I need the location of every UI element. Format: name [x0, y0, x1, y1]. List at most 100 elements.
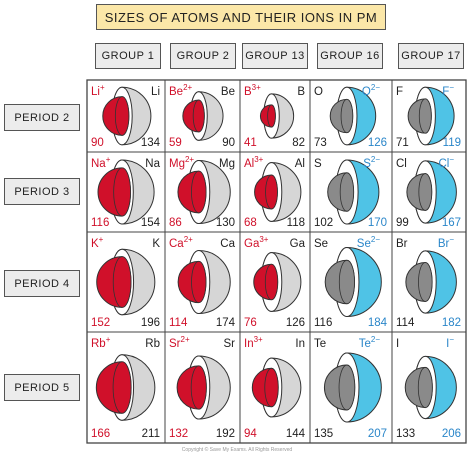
- ion-radius: 114: [169, 317, 188, 329]
- group-header-2: GROUP 2: [170, 43, 236, 69]
- ion-symbol: In3+: [244, 335, 263, 350]
- period-header-2: PERIOD 2: [4, 104, 80, 131]
- inner-sphere-face: [112, 256, 132, 308]
- period-header-4: PERIOD 4: [4, 270, 80, 297]
- inner-sphere-face: [191, 260, 207, 304]
- atom-radius: 130: [216, 217, 235, 229]
- inner-sphere-face: [418, 262, 433, 302]
- ion-radius: 166: [91, 428, 110, 440]
- atom-radius: 90: [222, 137, 235, 149]
- inner-sphere-face: [339, 172, 355, 212]
- ion-radius: 116: [91, 217, 109, 229]
- atom-radius: 144: [286, 428, 306, 440]
- atom-symbol: Li: [151, 86, 160, 98]
- group-header-17: GROUP 17: [398, 43, 464, 69]
- atom-symbol: I: [396, 338, 399, 350]
- ion-radius: 182: [442, 317, 461, 329]
- inner-sphere-face: [265, 174, 278, 210]
- group-header-16: GROUP 16: [317, 43, 383, 69]
- ion-symbol: O2−: [362, 83, 380, 98]
- ion-radius: 76: [244, 317, 257, 329]
- atom-symbol: K: [152, 238, 160, 250]
- ion-radius: 207: [368, 428, 387, 440]
- ion-symbol: K+: [91, 235, 104, 250]
- atom-radius: 99: [396, 217, 409, 229]
- atom-radius: 133: [396, 428, 415, 440]
- inner-sphere-face: [417, 367, 433, 408]
- atom-symbol: O: [314, 86, 323, 98]
- atom-symbol: Se: [314, 238, 328, 250]
- ion-radius: 132: [169, 428, 188, 440]
- atom-symbol: F: [396, 86, 403, 98]
- atom-radius: 116: [314, 317, 332, 329]
- ion-symbol: Al3+: [244, 155, 264, 170]
- atom-symbol: Br: [396, 238, 408, 250]
- ion-radius: 86: [169, 217, 182, 229]
- atom-symbol: Na: [145, 158, 160, 170]
- ion-symbol: Se2−: [357, 235, 381, 250]
- grid-border: [86, 79, 467, 444]
- inner-sphere-face: [113, 167, 131, 217]
- atom-radius: 192: [216, 428, 235, 440]
- ion-symbol: Na+: [91, 155, 111, 170]
- ion-symbol: Te2−: [359, 335, 381, 350]
- ion-radius: 59: [169, 137, 182, 149]
- atom-radius: 82: [292, 137, 305, 149]
- atom-radius: 174: [216, 317, 236, 329]
- inner-sphere-face: [114, 96, 130, 136]
- ion-symbol: F−: [442, 83, 454, 98]
- ion-radius: 206: [442, 428, 461, 440]
- ion-radius: 119: [443, 137, 461, 149]
- inner-sphere-face: [191, 170, 207, 214]
- inner-sphere-face: [340, 98, 354, 134]
- period-header-3: PERIOD 3: [4, 178, 80, 205]
- diagram-title: SIZES OF ATOMS AND THEIR IONS IN PM: [96, 4, 386, 30]
- inner-sphere-face: [264, 263, 279, 301]
- ion-radius: 152: [91, 317, 110, 329]
- atom-radius: 211: [142, 428, 160, 440]
- ion-radius: 167: [442, 217, 461, 229]
- ion-symbol: Mg2+: [169, 155, 194, 170]
- group-header-13: GROUP 13: [242, 43, 308, 69]
- ion-symbol: S2−: [363, 155, 380, 170]
- ion-radius: 90: [91, 137, 104, 149]
- period-header-5: PERIOD 5: [4, 374, 80, 401]
- atom-symbol: Rb: [145, 338, 160, 350]
- atom-symbol: Al: [295, 158, 305, 170]
- inner-sphere-face: [267, 104, 276, 128]
- ion-symbol: Ga3+: [244, 235, 269, 250]
- ion-symbol: B3+: [244, 83, 261, 98]
- inner-sphere-face: [264, 367, 279, 408]
- ion-symbol: Ca2+: [169, 235, 193, 250]
- atom-symbol: Cl: [396, 158, 407, 170]
- atom-symbol: Sr: [224, 338, 236, 350]
- atom-radius: 135: [314, 428, 333, 440]
- atom-symbol: Ga: [290, 238, 306, 250]
- atom-radius: 118: [287, 217, 305, 229]
- ion-radius: 126: [368, 137, 387, 149]
- ion-symbol: I−: [446, 335, 454, 350]
- inner-sphere-face: [190, 365, 207, 410]
- ion-symbol: Li+: [91, 83, 105, 98]
- atom-symbol: Be: [221, 86, 235, 98]
- atom-radius: 154: [141, 217, 161, 229]
- atom-radius: 134: [141, 137, 161, 149]
- ion-symbol: Rb+: [91, 335, 111, 350]
- ion-symbol: Br−: [438, 235, 455, 250]
- ion-symbol: Sr2+: [169, 335, 190, 350]
- atom-symbol: Ca: [220, 238, 235, 250]
- inner-sphere-face: [112, 361, 132, 414]
- inner-sphere-face: [192, 99, 205, 133]
- inner-sphere-face: [338, 364, 356, 411]
- copyright-text: Copyright © Save My Exams. All Rights Re…: [181, 447, 293, 453]
- ion-radius: 184: [368, 317, 388, 329]
- atom-symbol: In: [295, 338, 305, 350]
- inner-sphere-face: [418, 98, 432, 134]
- ion-radius: 68: [244, 217, 257, 229]
- atom-radius: 196: [141, 317, 160, 329]
- atom-symbol: Te: [314, 338, 326, 350]
- ion-radius: 170: [368, 217, 387, 229]
- atom-symbol: S: [314, 158, 322, 170]
- inner-sphere-face: [338, 259, 355, 305]
